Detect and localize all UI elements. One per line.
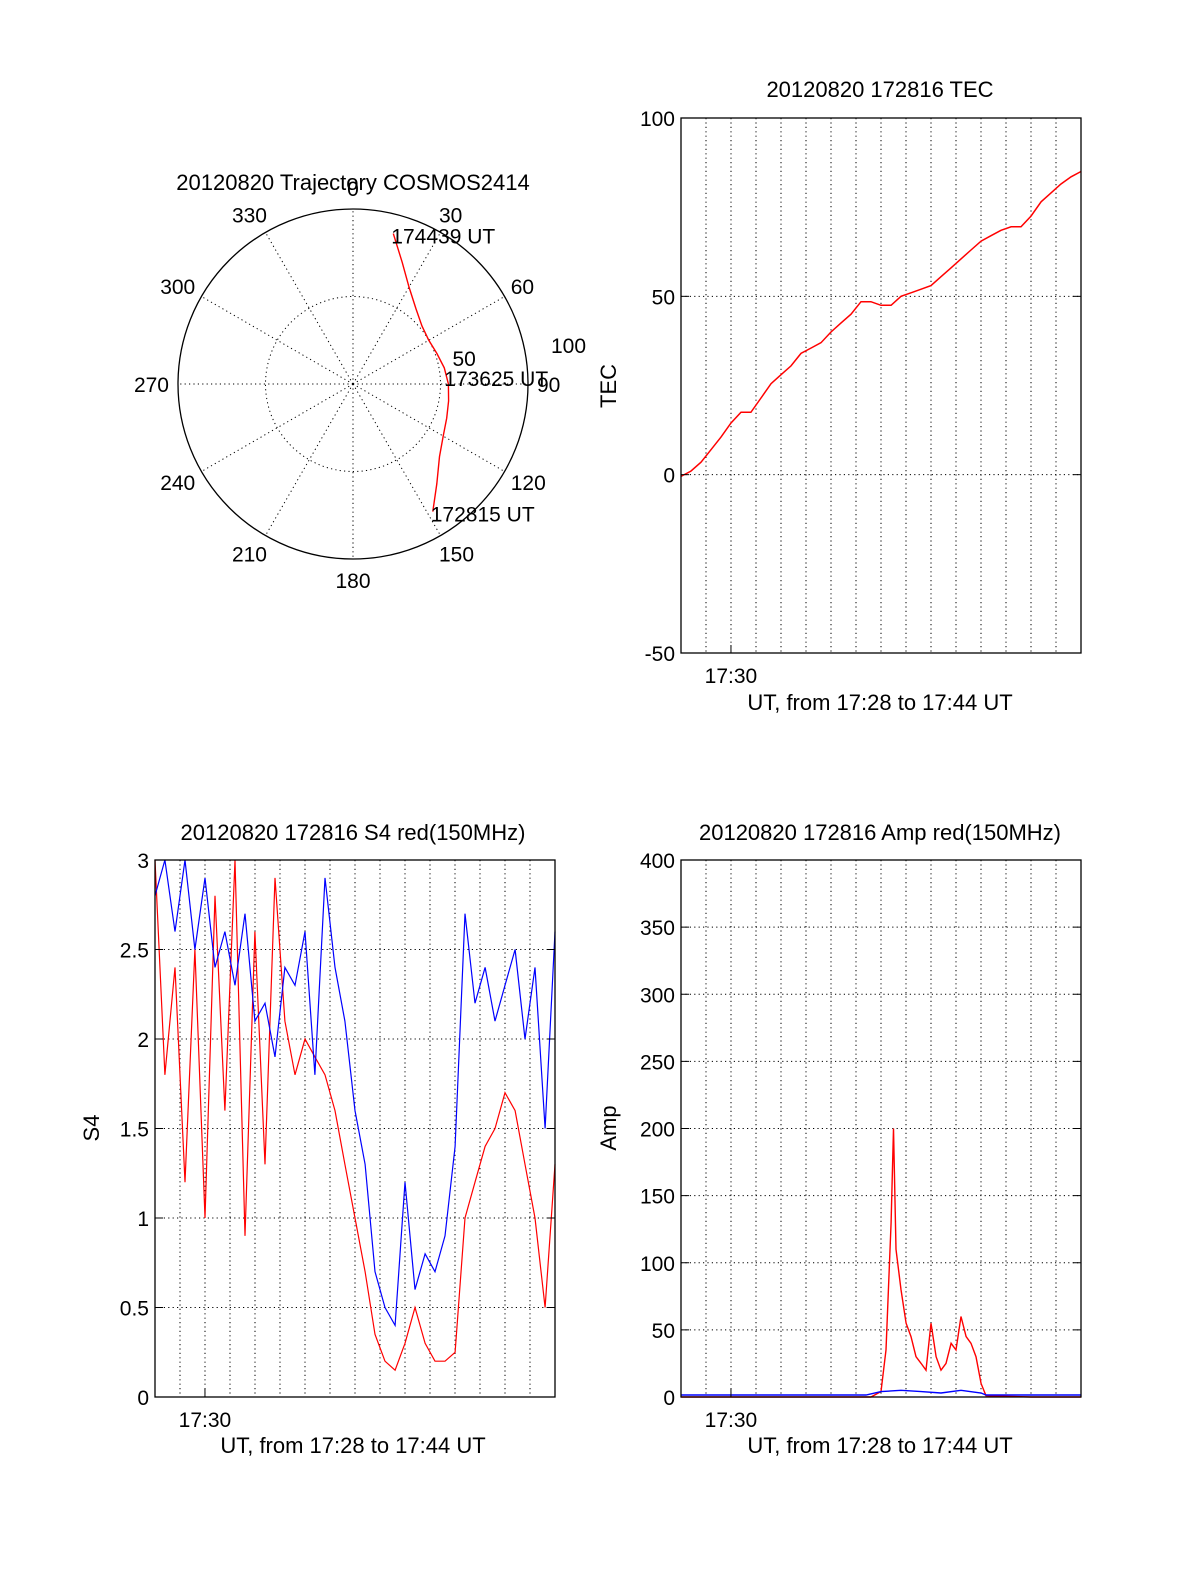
trajectory-title: 20120820 Trajectory COSMOS2414 bbox=[176, 170, 529, 195]
amp-grid bbox=[681, 860, 1081, 1397]
s4-series bbox=[154, 859, 556, 1372]
azimuth-label: 210 bbox=[232, 544, 267, 567]
amp-y-tick-label: 350 bbox=[640, 917, 675, 940]
trajectory-time-label: 172815 UT bbox=[431, 504, 535, 527]
tec-grid bbox=[681, 118, 1081, 653]
amp-y-tick-label: 150 bbox=[640, 1186, 675, 1209]
azimuth-label: 300 bbox=[160, 276, 195, 299]
azimuth-label: 120 bbox=[511, 472, 546, 495]
amp-series-red-line bbox=[681, 1128, 1081, 1398]
amp-y-tick-label: 100 bbox=[640, 1253, 675, 1276]
amp-x-ticks: 17:30 bbox=[705, 1389, 758, 1432]
amp-y-tick-label: 50 bbox=[652, 1320, 675, 1343]
polar-spoke-120 bbox=[352, 383, 505, 472]
polar-spoke-300 bbox=[201, 296, 354, 385]
amp-x-tick-label: 17:30 bbox=[705, 1409, 758, 1432]
tec-y-tick-label: -50 bbox=[645, 643, 675, 666]
polar-spoke-150 bbox=[352, 383, 441, 536]
polar-outer-ring bbox=[177, 208, 529, 560]
trajectory-line bbox=[392, 233, 450, 512]
s4-y-tick-label: 2 bbox=[137, 1029, 149, 1052]
tec-plot-frame bbox=[680, 117, 1082, 654]
azimuth-label: 330 bbox=[232, 204, 267, 227]
s4-y-tick-label: 3 bbox=[137, 850, 149, 873]
s4-x-label: UT, from 17:28 to 17:44 UT bbox=[220, 1433, 485, 1458]
tec-series bbox=[680, 170, 1082, 478]
trajectory-annotations: 174439 UT 173625 UT 172815 UT bbox=[391, 226, 548, 527]
s4-title: 20120820 172816 S4 red(150MHz) bbox=[181, 820, 526, 845]
amp-series-blue-line bbox=[681, 1389, 1081, 1396]
azimuth-label: 240 bbox=[160, 472, 195, 495]
amp-y-ticks: 0 50 100 150 200 250 300 350 400 bbox=[640, 850, 1081, 1410]
s4-y-tick-label: 1.5 bbox=[120, 1119, 149, 1142]
s4-series-blue-line bbox=[154, 859, 556, 1328]
azimuth-label: 30 bbox=[439, 204, 462, 227]
polar-spoke-30 bbox=[352, 232, 441, 385]
trajectory-time-label: 173625 UT bbox=[444, 368, 548, 391]
tec-y-tick-label: 0 bbox=[663, 465, 675, 488]
tec-series-red-line bbox=[680, 170, 1082, 478]
s4-y-tick-label: 2.5 bbox=[120, 940, 149, 963]
amp-title: 20120820 172816 Amp red(150MHz) bbox=[699, 820, 1061, 845]
amp-y-tick-label: 200 bbox=[640, 1119, 675, 1142]
amp-y-tick-label: 0 bbox=[663, 1387, 675, 1410]
azimuth-label: 180 bbox=[335, 570, 370, 593]
amp-y-tick-label: 300 bbox=[640, 984, 675, 1007]
amp-y-tick-label: 400 bbox=[640, 850, 675, 873]
polar-spoke-60 bbox=[352, 296, 505, 385]
amp-x-label: UT, from 17:28 to 17:44 UT bbox=[747, 1433, 1012, 1458]
s4-x-tick-label: 17:30 bbox=[179, 1409, 232, 1432]
tec-y-ticks: -50 0 50 100 bbox=[640, 108, 1081, 666]
azimuth-label: 270 bbox=[134, 374, 169, 397]
tec-y-label: TEC bbox=[596, 364, 621, 408]
azimuth-label: 150 bbox=[439, 544, 474, 567]
polar-spoke-330 bbox=[265, 232, 354, 385]
azimuth-labels: 0 30 60 90 120 150 180 210 240 270 300 330 bbox=[134, 178, 560, 593]
azimuth-label: 60 bbox=[511, 276, 534, 299]
amp-y-label: Amp bbox=[596, 1105, 621, 1150]
amp-chart-panel: 20120820 172816 Amp red(150MHz) 0 50 100 15… bbox=[596, 820, 1082, 1458]
trajectory-series bbox=[392, 233, 450, 512]
s4-y-tick-label: 0.5 bbox=[120, 1298, 149, 1321]
tec-chart-panel: 20120820 172816 TEC -50 0 50 100 17:30 UT, … bbox=[596, 77, 1082, 715]
tec-title: 20120820 172816 TEC bbox=[766, 77, 993, 102]
s4-chart-panel: 20120820 172816 S4 red(150MHz) 0 0.5 1 1.5 2… bbox=[79, 820, 556, 1458]
radial-label: 50 bbox=[453, 348, 476, 371]
azimuth-label: 90 bbox=[537, 374, 560, 397]
s4-y-label: S4 bbox=[79, 1115, 104, 1142]
polar-ring-50 bbox=[265, 296, 441, 472]
polar-spoke-240 bbox=[201, 383, 354, 472]
s4-series-red-line bbox=[154, 859, 556, 1372]
s4-y-tick-label: 0 bbox=[137, 1387, 149, 1410]
s4-y-ticks: 0 0.5 1 1.5 2 2.5 3 bbox=[120, 850, 555, 1410]
amp-series bbox=[681, 1128, 1081, 1398]
tec-x-tick-label: 17:30 bbox=[705, 665, 758, 688]
tec-x-label: UT, from 17:28 to 17:44 UT bbox=[747, 690, 1012, 715]
radial-labels: 50 100 bbox=[453, 335, 587, 371]
tec-x-ticks: 17:30 bbox=[705, 645, 758, 688]
radial-label: 100 bbox=[551, 335, 586, 358]
s4-x-ticks: 17:30 bbox=[179, 1389, 232, 1432]
tec-y-tick-label: 100 bbox=[640, 108, 675, 131]
amp-y-tick-label: 250 bbox=[640, 1051, 675, 1074]
azimuth-label: 0 bbox=[347, 178, 359, 201]
trajectory-time-label: 174439 UT bbox=[391, 226, 495, 249]
s4-y-tick-label: 1 bbox=[137, 1208, 149, 1231]
trajectory-polar-panel: 20120820 Trajectory COSMOS2414 0 30 60 90 12… bbox=[134, 170, 586, 593]
tec-y-tick-label: 50 bbox=[652, 286, 675, 309]
polar-spoke-210 bbox=[265, 383, 354, 536]
polar-grid bbox=[178, 209, 528, 559]
